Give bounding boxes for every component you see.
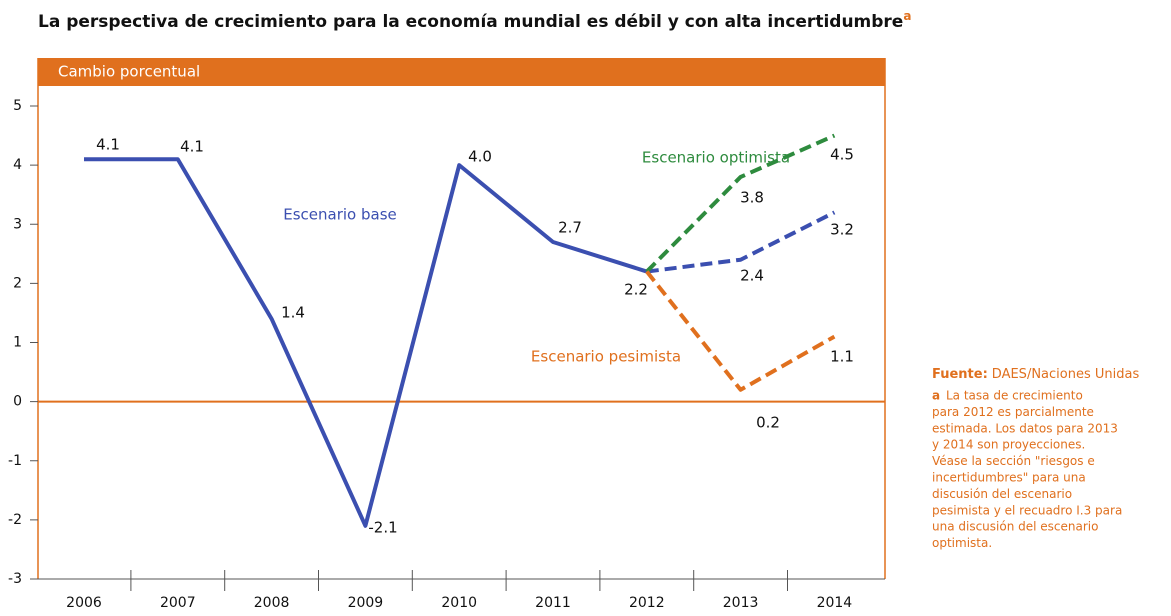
y-axis-title: Cambio porcentual <box>58 63 200 81</box>
note-line: Véase la sección "riesgos e <box>932 454 1095 468</box>
y-tick-label: 5 <box>13 98 22 114</box>
header-bar <box>38 58 885 86</box>
x-tick-label: 2011 <box>535 595 571 611</box>
note-line: incertidumbres" para una <box>932 471 1086 485</box>
data-label: 3.2 <box>830 221 854 239</box>
x-tick-label: 2006 <box>66 595 102 611</box>
x-tick-label: 2012 <box>629 595 665 611</box>
x-tick-label: 2013 <box>723 595 759 611</box>
y-tick-label: 2 <box>13 275 22 291</box>
source: Fuente: DAES/Naciones Unidas <box>932 367 1139 382</box>
note-line: optimista. <box>932 536 992 550</box>
note-line: La tasa de crecimiento <box>946 389 1083 403</box>
data-label: 4.1 <box>180 138 204 156</box>
series-line <box>84 157 648 528</box>
data-label: 1.4 <box>281 304 305 322</box>
series-label: Escenario pesimista <box>531 348 681 366</box>
note-line: una discusión del escenario <box>932 520 1098 534</box>
y-tick-label: -3 <box>8 571 22 587</box>
data-label: 1.1 <box>830 348 854 366</box>
chart-title: La perspectiva de crecimiento para la ec… <box>38 9 911 33</box>
projection-line <box>645 133 836 273</box>
note-line: para 2012 es parcialmente <box>932 405 1094 419</box>
title-marker: a <box>903 9 911 23</box>
note-line: y 2014 son proyecciones. <box>932 438 1085 452</box>
y-tick-label: 0 <box>13 394 22 410</box>
note-marker: a <box>932 389 940 403</box>
data-label: 2.4 <box>740 267 764 285</box>
x-tick-label: 2008 <box>254 595 290 611</box>
note-line: discusión del escenario <box>932 487 1072 501</box>
x-tick-label: 2010 <box>441 595 477 611</box>
x-tick-label: 2009 <box>348 595 384 611</box>
source-text: DAES/Naciones Unidas <box>992 367 1140 382</box>
data-label: 2.2 <box>624 281 648 299</box>
note-line: estimada. Los datos para 2013 <box>932 421 1118 435</box>
data-label: 0.2 <box>756 414 780 432</box>
series-label: Escenario base <box>283 206 397 224</box>
data-label: 4.0 <box>468 148 492 166</box>
title-text: La perspectiva de crecimiento para la ec… <box>38 12 903 32</box>
projection-line <box>646 210 836 274</box>
data-label: 4.1 <box>96 136 120 154</box>
y-tick-label: -1 <box>8 453 22 469</box>
note-line: pesimista y el recuadro I.3 para <box>932 503 1122 517</box>
data-label: 2.7 <box>558 219 582 237</box>
series-label: Escenario optimista <box>642 149 790 167</box>
y-tick-label: 1 <box>13 335 22 351</box>
data-label: 3.8 <box>740 189 764 207</box>
y-tick-label: 3 <box>13 216 22 232</box>
y-tick-label: -2 <box>8 512 22 528</box>
data-label: 4.5 <box>830 146 854 164</box>
x-tick-label: 2007 <box>160 595 196 611</box>
data-label: -2.1 <box>368 519 397 537</box>
y-tick-label: 4 <box>13 157 22 173</box>
projection-line <box>645 270 836 392</box>
x-tick-label: 2014 <box>817 595 853 611</box>
source-label: Fuente: <box>932 367 988 382</box>
